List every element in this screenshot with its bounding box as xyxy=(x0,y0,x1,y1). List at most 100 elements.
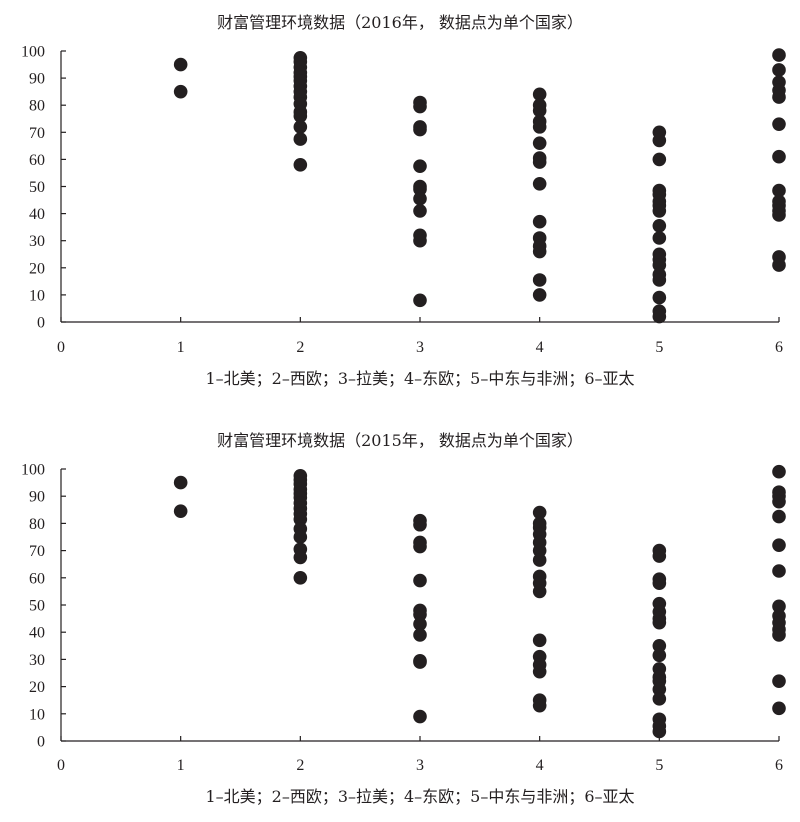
chart-1-x-tick-label: 3 xyxy=(416,339,424,356)
chart-1-point xyxy=(532,244,547,259)
chart-1-point xyxy=(532,214,547,229)
chart-1-point xyxy=(293,109,308,123)
chart-2-y-tick-label: 90 xyxy=(29,489,45,506)
chart-1-point xyxy=(293,132,308,146)
chart-1-y-tick-label: 0 xyxy=(37,315,45,332)
chart-1-point xyxy=(652,218,667,233)
chart-1-y-tick-label: 100 xyxy=(21,44,45,61)
chart-1-point xyxy=(413,182,427,197)
chart-1-point xyxy=(173,57,188,72)
chart-1-point xyxy=(532,155,547,169)
chart-1-point xyxy=(772,90,786,104)
chart-1-point xyxy=(413,293,427,308)
chart-1-point xyxy=(173,84,188,99)
chart-2-x-tick-label: 2 xyxy=(296,757,304,774)
chart-2-point xyxy=(652,615,667,630)
chart-2-point xyxy=(413,655,427,669)
chart-2-point xyxy=(772,494,786,509)
chart-2-point xyxy=(652,724,667,739)
chart-1-point xyxy=(652,258,667,272)
chart-1-point xyxy=(772,208,786,222)
chart-2-y-tick-label: 100 xyxy=(21,462,45,479)
chart-2-y-tick-label: 80 xyxy=(29,516,45,533)
chart-2-title: 财富管理环境数据（2015年， 数据点为单个国家） xyxy=(217,431,583,450)
chart-1-point xyxy=(652,309,667,324)
chart-2-point xyxy=(532,633,547,648)
chart-1-point xyxy=(293,120,308,134)
chart-2-point xyxy=(652,639,667,653)
chart-1-point xyxy=(772,63,786,77)
chart-2-point xyxy=(652,576,667,591)
chart-1-point xyxy=(652,273,667,287)
chart-1-x-tick-label: 5 xyxy=(655,339,663,356)
chart-2-x-axis-label: 1–北美；2–西欧；3–拉美；4–东欧；5–中东与非洲；6–亚太 xyxy=(205,787,634,806)
chart-1-y-tick-label: 50 xyxy=(29,179,45,196)
chart-1-point xyxy=(293,158,308,172)
chart-1-point xyxy=(772,48,786,62)
chart-2-y-tick-label: 0 xyxy=(37,734,45,751)
chart-1-y-tick-label: 40 xyxy=(29,206,45,223)
chart-1-point xyxy=(413,204,427,218)
chart-2-point xyxy=(652,682,667,697)
chart-1-title: 财富管理环境数据（2016年， 数据点为单个国家） xyxy=(217,13,583,32)
chart-2-y-tick-label: 70 xyxy=(29,543,45,560)
chart-1-x-tick-label: 0 xyxy=(57,339,65,356)
chart-2-point xyxy=(652,648,667,663)
chart-2-point xyxy=(652,692,667,706)
chart-1-y-tick-label: 20 xyxy=(29,260,45,277)
chart-2-point xyxy=(532,553,547,567)
chart-1-point xyxy=(652,231,667,245)
chart-2-point xyxy=(532,664,547,679)
chart-2-point xyxy=(532,543,547,558)
chart-1-point xyxy=(772,183,786,198)
chart-1-point xyxy=(413,233,427,248)
chart-1-x-tick-label: 2 xyxy=(296,339,304,356)
chart-1-point xyxy=(413,99,427,114)
chart-1-point xyxy=(772,149,786,164)
chart-1-x-axis-label: 1–北美；2–西欧；3–拉美；4–东欧；5–中东与非洲；6–亚太 xyxy=(205,369,634,388)
chart-2-point xyxy=(413,709,427,724)
chart-1-point xyxy=(532,103,547,118)
chart-2-y-tick-label: 60 xyxy=(29,570,45,587)
chart-2-point xyxy=(293,512,308,527)
chart-1-x-tick-label: 6 xyxy=(775,339,783,356)
chart-1-y-tick-label: 70 xyxy=(29,125,45,142)
chart-1-point xyxy=(772,258,786,272)
chart-1-x-tick-label: 4 xyxy=(536,339,544,356)
chart-2-y-tick-label: 10 xyxy=(29,706,45,723)
chart-1-point xyxy=(772,117,786,131)
chart-2-x-tick-label: 3 xyxy=(416,757,424,774)
chart-2-point xyxy=(532,505,547,520)
chart-2-point xyxy=(772,509,786,524)
chart-2-point xyxy=(173,475,188,490)
chart-2-point xyxy=(772,538,786,552)
chart-1-point xyxy=(652,133,667,148)
chart-1-point xyxy=(532,273,547,287)
chart-1-point xyxy=(652,290,667,305)
chart-2-point xyxy=(293,550,308,565)
chart-2-point xyxy=(293,530,308,544)
chart-2-x-tick-label: 4 xyxy=(536,757,544,774)
chart-2-point xyxy=(772,464,786,479)
chart-1-y-tick-label: 80 xyxy=(29,98,45,115)
chart-2-x-tick-label: 0 xyxy=(57,757,65,774)
chart-2-y-tick-label: 20 xyxy=(29,679,45,696)
chart-2-x-tick-label: 1 xyxy=(177,757,185,774)
chart-2-point xyxy=(532,584,547,599)
chart-2-point xyxy=(413,573,427,588)
chart-1-point xyxy=(532,136,547,150)
chart-1-y-tick-label: 30 xyxy=(29,233,45,250)
chart-1-point xyxy=(532,87,547,102)
chart-2-point xyxy=(652,549,667,563)
chart-2-point xyxy=(413,607,427,622)
chart-1-y-tick-label: 60 xyxy=(29,152,45,169)
chart-2-point xyxy=(413,617,427,631)
chart-2-point xyxy=(772,564,786,578)
chart-2-point xyxy=(772,674,786,688)
chart-2-x-tick-label: 5 xyxy=(655,757,663,774)
chart-2-point xyxy=(173,504,188,518)
chart-1-point xyxy=(532,120,547,134)
chart-1-point xyxy=(532,288,547,302)
